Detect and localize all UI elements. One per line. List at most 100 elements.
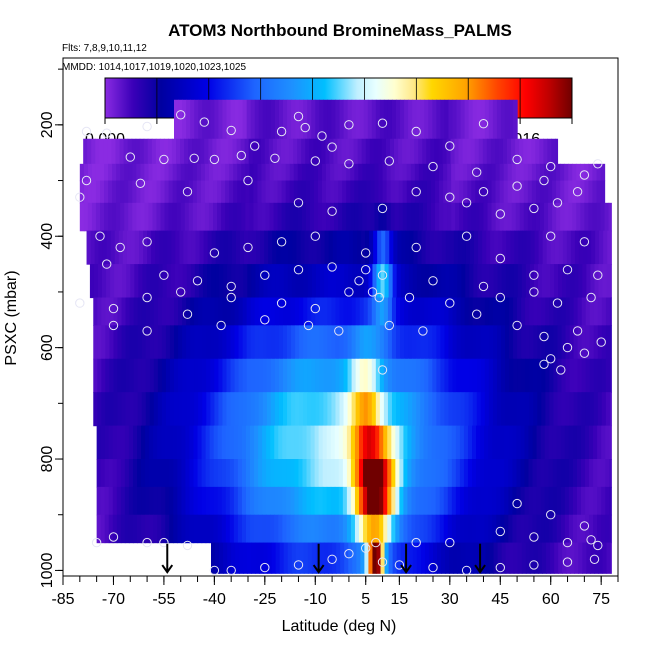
heatmap-cell <box>516 514 522 544</box>
heatmap-cell <box>219 542 224 574</box>
heatmap-cell <box>87 138 92 165</box>
heatmap-cell <box>376 264 382 299</box>
heatmap-cell <box>387 325 393 360</box>
heatmap-cell <box>257 202 263 232</box>
heatmap-cell <box>577 297 583 326</box>
heatmap-cell <box>122 230 128 265</box>
heatmap-cell <box>589 425 594 460</box>
observation-point <box>226 125 236 136</box>
heatmap-cell <box>98 230 104 265</box>
heatmap-cell <box>178 99 183 140</box>
heatmap-cell <box>170 264 176 299</box>
heatmap-cell <box>242 99 248 140</box>
observation-point <box>344 120 354 130</box>
heatmap-cell <box>495 202 501 232</box>
heatmap-cell <box>184 138 189 165</box>
heatmap-cell <box>142 264 148 299</box>
heatmap-cell <box>454 138 460 165</box>
heatmap-cell <box>399 459 404 488</box>
heatmap-cell <box>96 514 102 544</box>
heatmap-cell <box>213 180 218 204</box>
heatmap-cell <box>379 325 385 360</box>
heatmap-cell <box>161 514 166 544</box>
heatmap-cell <box>423 486 429 516</box>
heatmap-cell <box>528 514 534 544</box>
heatmap-cell <box>396 392 401 427</box>
heatmap-cell <box>391 425 396 460</box>
heatmap-cell <box>217 425 223 460</box>
heatmap-cell <box>260 138 266 165</box>
observation-point <box>512 498 522 509</box>
heatmap-cell <box>346 202 351 232</box>
heatmap-cell <box>552 459 558 488</box>
heatmap-cell <box>552 486 558 516</box>
heatmap-cell <box>301 180 307 204</box>
heatmap-cell <box>521 358 526 393</box>
heatmap-cell <box>488 358 494 393</box>
heatmap-cell <box>258 486 263 516</box>
heatmap-cell <box>346 486 352 516</box>
heatmap-cell <box>189 425 195 460</box>
heatmap-cell <box>197 486 203 516</box>
heatmap-cell <box>478 230 483 265</box>
observation-point <box>478 187 489 197</box>
heatmap-cell <box>124 459 130 488</box>
heatmap-cell <box>211 542 216 574</box>
heatmap-cell <box>603 230 608 265</box>
heatmap-cell <box>269 202 275 232</box>
heatmap-cell <box>192 202 198 232</box>
heatmap-cell <box>96 459 102 488</box>
heatmap-cell <box>202 325 207 360</box>
observation-point <box>411 187 421 197</box>
heatmap-cell <box>297 180 303 204</box>
heatmap-cell <box>359 486 364 516</box>
heatmap-cell <box>161 325 167 360</box>
heatmap-cell <box>589 486 594 516</box>
heatmap-cell <box>593 392 599 427</box>
heatmap-cell <box>132 425 138 460</box>
heatmap-cell <box>120 180 125 204</box>
heatmap-cell <box>192 180 198 204</box>
heatmap-cell <box>109 358 115 393</box>
heatmap-cell <box>406 138 411 165</box>
heatmap-cell <box>239 542 244 574</box>
y-tick-label: 800 <box>39 446 56 473</box>
heatmap-cell <box>551 138 557 165</box>
heatmap-cell <box>232 138 238 165</box>
heatmap-cell <box>490 138 496 165</box>
heatmap-cell <box>274 358 280 393</box>
heatmap-cell <box>479 202 485 232</box>
heatmap-cell <box>519 163 525 182</box>
heatmap-cell <box>400 325 405 360</box>
heatmap-cell <box>262 459 267 488</box>
heatmap-cell <box>133 392 139 427</box>
heatmap-cell <box>190 325 195 360</box>
heatmap-cell <box>208 180 214 204</box>
heatmap-cell <box>414 163 420 182</box>
heatmap-cell <box>128 202 133 232</box>
heatmap-cell <box>145 425 150 460</box>
heatmap-cell <box>340 542 345 574</box>
heatmap-cell <box>134 264 139 299</box>
heatmap-cell <box>154 264 160 299</box>
heatmap-cell <box>177 459 182 488</box>
observation-point <box>478 281 489 292</box>
heatmap-cell <box>315 358 320 393</box>
heatmap-cell <box>234 358 240 393</box>
heatmap-cell <box>504 486 509 516</box>
heatmap-cell <box>367 325 373 360</box>
heatmap-cell <box>145 325 151 360</box>
heatmap-cell <box>343 358 349 393</box>
heatmap-cell <box>273 180 279 204</box>
heatmap-cell <box>241 514 247 544</box>
heatmap-cell <box>509 297 514 326</box>
heatmap-cell <box>418 180 424 204</box>
heatmap-cell <box>157 325 163 360</box>
x-tick-label: -55 <box>152 591 175 608</box>
heatmap-cell <box>153 459 158 488</box>
heatmap-cell <box>184 202 190 232</box>
heatmap-cell <box>314 514 320 544</box>
heatmap-cell <box>499 180 505 204</box>
observation-point <box>159 154 169 165</box>
heatmap-cell <box>403 514 409 544</box>
